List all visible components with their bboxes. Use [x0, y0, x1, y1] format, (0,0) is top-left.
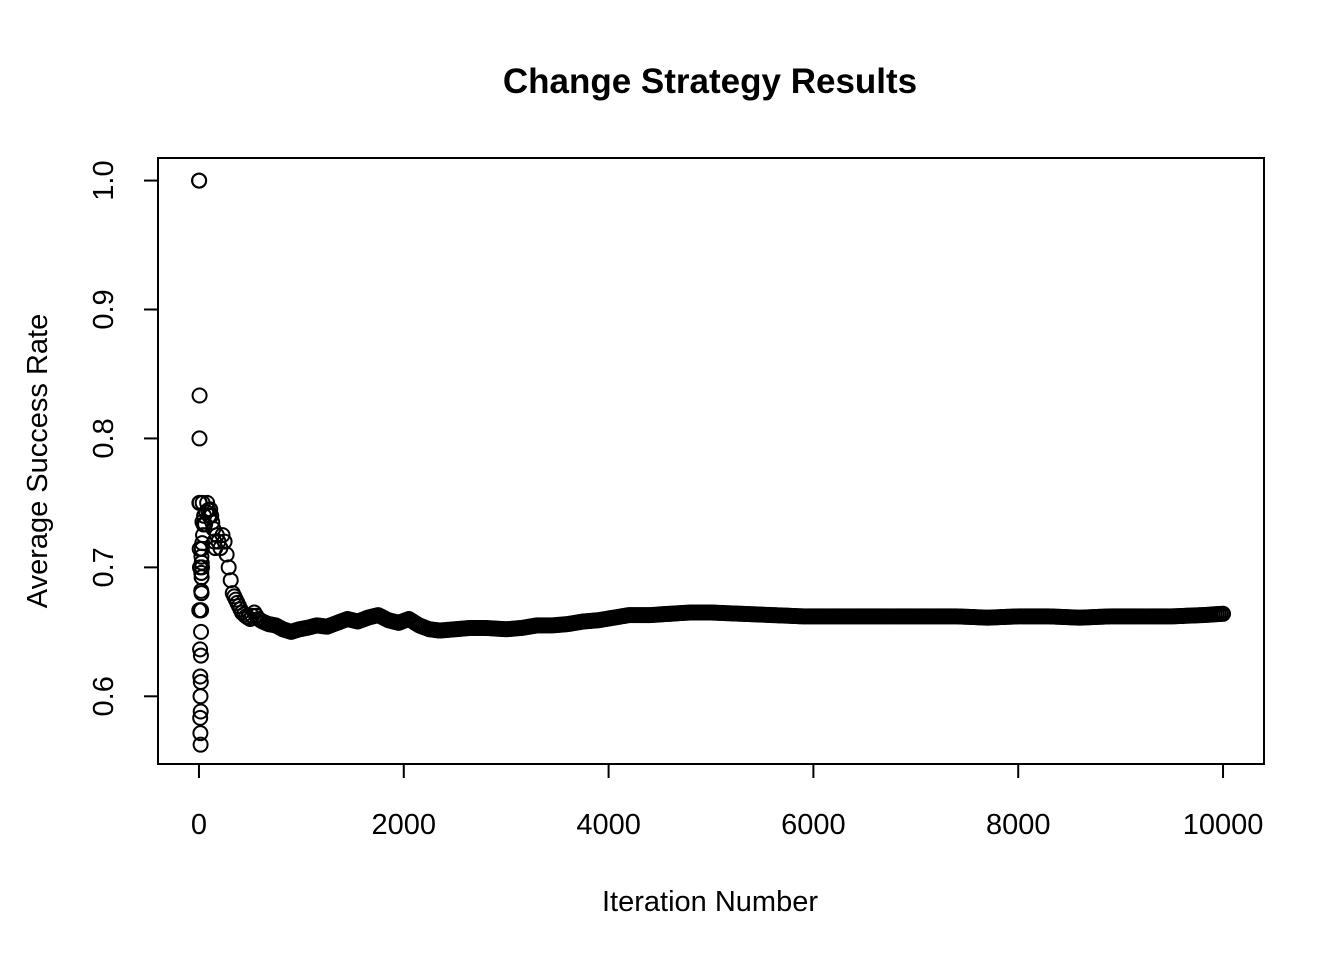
x-tick-label: 4000	[576, 809, 641, 841]
y-tick-label: 0.6	[88, 676, 120, 716]
data-point	[191, 172, 208, 189]
x-tick-label: 6000	[781, 809, 846, 841]
y-tick-label: 0.8	[88, 418, 120, 458]
data-point	[193, 585, 210, 602]
data-point	[192, 688, 209, 705]
data-points	[191, 172, 1232, 753]
x-axis: 0 2000 4000 6000 8000 10000	[191, 763, 1264, 841]
data-point	[193, 623, 210, 640]
data-point	[192, 673, 209, 690]
data-point	[192, 647, 209, 664]
x-tick-label: 2000	[372, 809, 437, 841]
data-point	[192, 703, 209, 720]
data-point	[192, 736, 209, 753]
data-point	[194, 559, 211, 576]
data-point	[193, 564, 210, 581]
y-axis-label: Average Success Rate	[22, 314, 54, 608]
data-point	[244, 607, 261, 624]
y-tick-label: 1.0	[88, 160, 120, 200]
data-point	[236, 606, 253, 623]
data-point	[193, 602, 210, 619]
data-point	[214, 527, 231, 544]
data-point	[192, 641, 209, 658]
x-tick-label: 0	[191, 809, 207, 841]
data-point	[222, 572, 239, 589]
data-point	[1212, 605, 1229, 622]
y-tick-label: 0.7	[88, 547, 120, 587]
data-point	[192, 668, 209, 685]
plot-area-frame	[157, 157, 1265, 765]
x-tick-label: 8000	[986, 809, 1051, 841]
data-point	[192, 725, 209, 742]
y-tick-label: 0.9	[88, 289, 120, 329]
chart-title: Change Strategy Results	[503, 62, 917, 101]
data-point	[192, 709, 209, 726]
data-point	[191, 387, 208, 404]
x-axis-label: Iteration Number	[602, 886, 818, 918]
data-point	[191, 430, 208, 447]
data-point	[220, 559, 237, 576]
y-axis: 0.6 0.7 0.8 0.9 1.0	[88, 160, 159, 716]
x-tick-label: 10000	[1183, 809, 1264, 841]
